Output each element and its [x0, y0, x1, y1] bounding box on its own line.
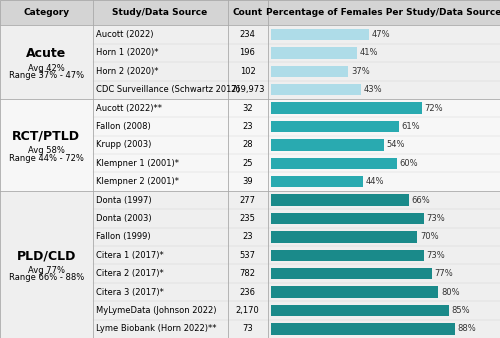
Text: Klempner 2 (2001)*: Klempner 2 (2001)*	[96, 177, 178, 186]
Text: 236: 236	[240, 288, 256, 296]
Text: Horn 1 (2020)*: Horn 1 (2020)*	[96, 48, 158, 57]
Text: RCT/PTLD: RCT/PTLD	[12, 130, 80, 143]
Text: 80%: 80%	[441, 288, 460, 296]
Text: Citera 3 (2017)*: Citera 3 (2017)*	[96, 288, 164, 296]
Text: Range 37% - 47%: Range 37% - 47%	[8, 71, 84, 80]
Text: 66%: 66%	[412, 196, 430, 204]
Bar	[0, 25, 500, 99]
Bar	[271, 139, 384, 151]
Bar	[271, 305, 449, 316]
Text: CDC Surveillance (Schwartz 2017): CDC Surveillance (Schwartz 2017)	[96, 85, 240, 94]
Bar	[271, 249, 424, 261]
Text: Percentage of Females Per Study/Data Source: Percentage of Females Per Study/Data Sou…	[266, 8, 500, 17]
Text: 47%: 47%	[372, 30, 390, 39]
Text: 28: 28	[242, 140, 253, 149]
Text: Count: Count	[232, 8, 262, 17]
Text: 77%: 77%	[434, 269, 454, 278]
Bar	[271, 66, 348, 77]
Text: 235: 235	[240, 214, 256, 223]
Text: 196: 196	[240, 48, 256, 57]
Text: MyLymeData (Johnson 2022): MyLymeData (Johnson 2022)	[96, 306, 216, 315]
Text: Horn 2 (2020)*: Horn 2 (2020)*	[96, 67, 158, 76]
Text: 61%: 61%	[401, 122, 420, 131]
Text: 537: 537	[240, 251, 256, 260]
Bar	[271, 47, 357, 58]
Bar	[0, 0, 500, 25]
Bar	[271, 29, 370, 40]
Text: Category: Category	[23, 8, 70, 17]
Bar	[0, 191, 500, 338]
Text: 41%: 41%	[360, 48, 378, 57]
Bar	[271, 286, 438, 298]
Text: Krupp (2003): Krupp (2003)	[96, 140, 151, 149]
Bar	[271, 84, 361, 95]
Bar	[271, 268, 432, 279]
Text: 54%: 54%	[386, 140, 405, 149]
Bar	[271, 176, 363, 187]
Text: 23: 23	[242, 122, 253, 131]
Text: 85%: 85%	[452, 306, 470, 315]
Text: PLD/CLD: PLD/CLD	[16, 249, 76, 263]
Text: Citera 2 (2017)*: Citera 2 (2017)*	[96, 269, 163, 278]
Text: 39: 39	[242, 177, 253, 186]
Bar	[271, 194, 409, 206]
Text: Range 44% - 72%: Range 44% - 72%	[9, 154, 84, 163]
Text: Acute: Acute	[26, 47, 66, 60]
Text: Range 66% - 88%: Range 66% - 88%	[8, 273, 84, 283]
Text: Avg 77%: Avg 77%	[28, 266, 65, 275]
Text: Avg 42%: Avg 42%	[28, 64, 64, 73]
Bar	[271, 323, 455, 335]
Text: 782: 782	[240, 269, 256, 278]
Bar	[271, 121, 398, 132]
Bar	[271, 231, 418, 243]
Text: 73%: 73%	[426, 251, 445, 260]
Text: 269,973: 269,973	[230, 85, 265, 94]
Text: Aucott (2022): Aucott (2022)	[96, 30, 153, 39]
Text: 88%: 88%	[458, 324, 476, 333]
Text: 73: 73	[242, 324, 253, 333]
Text: Lyme Biobank (Horn 2022)**: Lyme Biobank (Horn 2022)**	[96, 324, 216, 333]
Text: 44%: 44%	[366, 177, 384, 186]
Text: 234: 234	[240, 30, 256, 39]
Text: Klempner 1 (2001)*: Klempner 1 (2001)*	[96, 159, 178, 168]
Text: Avg 58%: Avg 58%	[28, 146, 64, 155]
Text: Fallon (2008): Fallon (2008)	[96, 122, 150, 131]
Text: Donta (2003): Donta (2003)	[96, 214, 151, 223]
Bar	[271, 158, 396, 169]
Text: 60%: 60%	[399, 159, 417, 168]
Text: Aucott (2022)**: Aucott (2022)**	[96, 104, 162, 113]
Text: 277: 277	[240, 196, 256, 204]
Bar	[271, 213, 424, 224]
Text: 72%: 72%	[424, 104, 443, 113]
Text: 25: 25	[242, 159, 253, 168]
Text: Donta (1997): Donta (1997)	[96, 196, 151, 204]
Bar	[271, 102, 422, 114]
Text: Study/Data Source: Study/Data Source	[112, 8, 208, 17]
Text: 43%: 43%	[364, 85, 382, 94]
Text: 37%: 37%	[351, 67, 370, 76]
Text: 102: 102	[240, 67, 256, 76]
Text: 2,170: 2,170	[236, 306, 260, 315]
Text: Citera 1 (2017)*: Citera 1 (2017)*	[96, 251, 163, 260]
Text: Fallon (1999): Fallon (1999)	[96, 232, 150, 241]
Text: 32: 32	[242, 104, 253, 113]
Bar	[0, 99, 500, 191]
Text: 70%: 70%	[420, 232, 438, 241]
Text: 23: 23	[242, 232, 253, 241]
Text: 73%: 73%	[426, 214, 445, 223]
